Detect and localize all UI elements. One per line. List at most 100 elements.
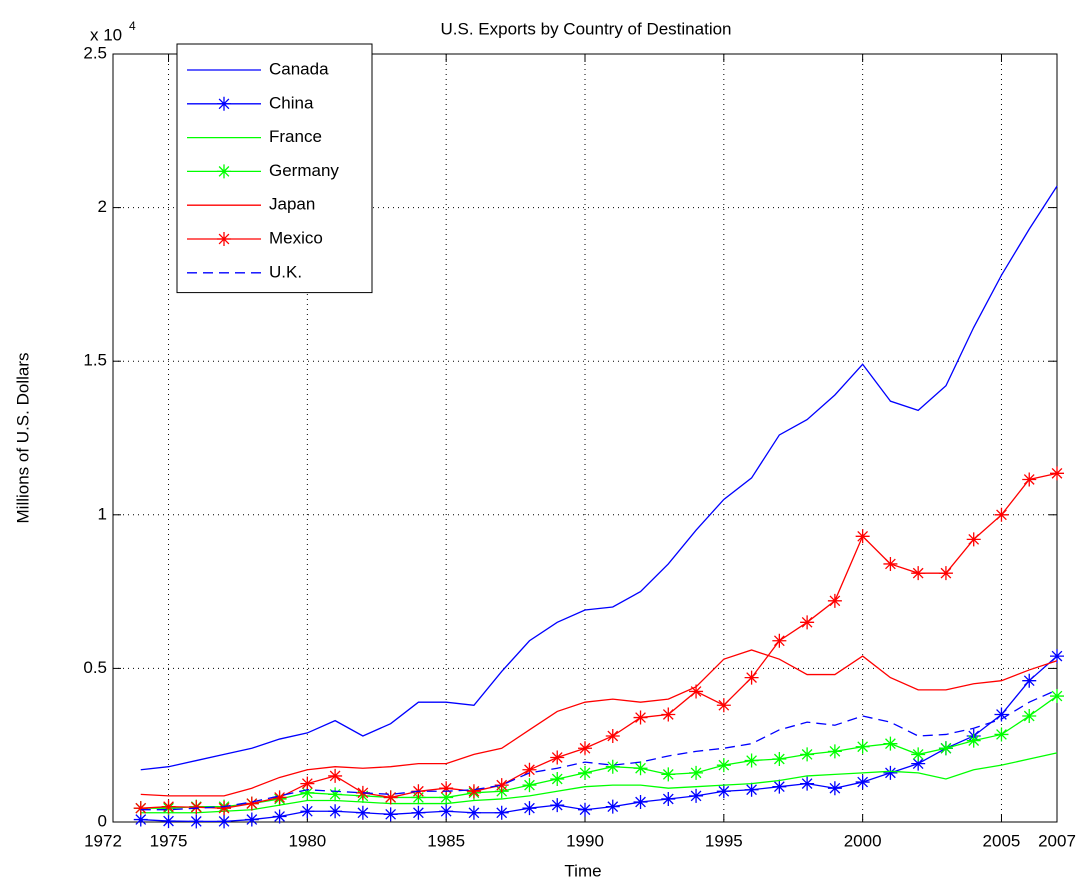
marker: [439, 804, 454, 819]
marker: [633, 761, 648, 776]
marker: [161, 799, 176, 814]
y-tick-label: 0.5: [83, 658, 107, 677]
x-tick-label: 1985: [427, 831, 465, 850]
marker: [578, 765, 592, 780]
marker: [355, 805, 370, 820]
marker: [522, 801, 537, 816]
marker: [716, 784, 731, 799]
marker: [633, 710, 648, 725]
legend-box: [176, 43, 373, 294]
marker: [994, 507, 1009, 522]
marker: [911, 756, 926, 771]
marker: [827, 744, 842, 759]
marker: [466, 784, 481, 799]
legend-marker: [217, 96, 231, 111]
marker: [217, 814, 232, 829]
marker: [439, 781, 454, 796]
marker: [800, 747, 815, 762]
y-tick-label: 2.5: [83, 43, 107, 62]
marker: [217, 801, 232, 816]
marker: [189, 800, 204, 815]
marker: [661, 791, 676, 806]
marker: [1050, 689, 1064, 704]
marker: [883, 765, 898, 780]
marker: [328, 804, 343, 819]
legend-label: Japan: [269, 195, 315, 214]
marker: [716, 758, 731, 773]
x-tick-label: 1972: [84, 831, 122, 850]
marker: [328, 787, 343, 802]
marker: [827, 593, 842, 608]
marker: [1022, 673, 1037, 688]
y-tick-label: 1: [98, 504, 107, 523]
legend-label: Mexico: [269, 228, 323, 247]
legend-label: France: [269, 127, 322, 146]
marker: [605, 759, 620, 774]
x-tick-label: 1995: [705, 831, 743, 850]
marker: [911, 566, 926, 581]
marker: [383, 790, 398, 805]
marker: [911, 747, 926, 762]
series-line: [140, 472, 1058, 809]
series-line: [140, 185, 1058, 771]
marker: [938, 741, 953, 756]
marker: [1022, 472, 1037, 487]
y-tick-label: 2: [98, 197, 107, 216]
marker: [522, 762, 537, 777]
x-tick-label: 2007: [1038, 831, 1076, 850]
marker: [494, 805, 509, 820]
marker: [411, 805, 426, 820]
series-line: [140, 689, 1058, 811]
marker: [161, 814, 176, 829]
marker: [772, 752, 787, 767]
series-line: [140, 649, 1058, 797]
marker: [800, 776, 815, 791]
x-tick-label: 1980: [288, 831, 326, 850]
marker: [466, 805, 481, 820]
marker: [689, 765, 704, 780]
marker: [578, 802, 592, 817]
y-multiplier: x 10: [90, 25, 122, 44]
marker: [244, 796, 259, 811]
series-line: [140, 752, 1058, 814]
marker: [966, 733, 981, 748]
x-tick-label: 2000: [844, 831, 882, 850]
y-tick-label: 1.5: [83, 351, 107, 370]
marker: [328, 768, 343, 783]
y-tick-label: 0: [98, 811, 107, 830]
series-line: [140, 695, 1058, 809]
marker: [1022, 709, 1037, 724]
marker: [578, 741, 592, 756]
marker: [994, 727, 1009, 742]
marker: [494, 778, 509, 793]
legend-marker: [217, 164, 231, 179]
marker: [800, 615, 815, 630]
series-line: [140, 655, 1058, 823]
marker: [633, 795, 648, 810]
marker: [300, 785, 315, 800]
marker: [605, 799, 620, 814]
marker: [605, 728, 620, 743]
legend-label: Canada: [269, 59, 329, 78]
marker: [522, 778, 537, 793]
marker: [661, 767, 676, 782]
marker: [716, 698, 731, 713]
marker: [772, 633, 787, 648]
marker: [189, 814, 204, 829]
marker: [827, 781, 842, 796]
marker: [133, 812, 148, 827]
legend-label: Germany: [269, 161, 339, 180]
marker: [855, 529, 870, 544]
marker: [383, 807, 398, 822]
marker: [938, 566, 953, 581]
marker: [855, 739, 870, 754]
marker: [550, 771, 565, 786]
marker: [689, 684, 704, 699]
marker: [744, 782, 759, 797]
marker: [744, 670, 759, 685]
marker: [966, 532, 981, 547]
marker: [550, 798, 565, 813]
plot-frame: [112, 53, 1058, 823]
x-tick-label: 1990: [566, 831, 604, 850]
